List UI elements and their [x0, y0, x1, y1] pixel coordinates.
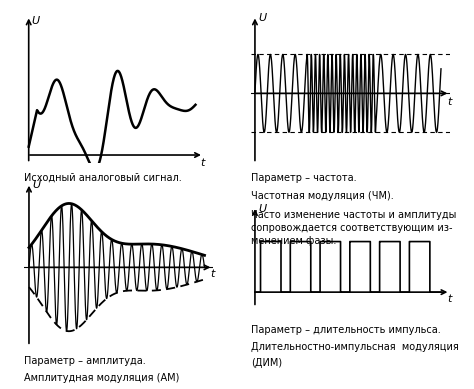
- Text: $U$: $U$: [31, 14, 41, 26]
- Text: $U$: $U$: [258, 11, 268, 23]
- Text: Параметр – амплитуда.: Параметр – амплитуда.: [24, 356, 146, 366]
- Text: $t$: $t$: [447, 292, 453, 304]
- Text: $t$: $t$: [447, 95, 453, 107]
- Text: (ДИМ): (ДИМ): [251, 358, 283, 368]
- Text: $t$: $t$: [210, 267, 217, 279]
- Text: Частотная модуляция (ЧМ).: Частотная модуляция (ЧМ).: [251, 191, 394, 201]
- Text: Длительностно-импульсная  модуляция: Длительностно-импульсная модуляция: [251, 342, 459, 352]
- Text: $t$: $t$: [201, 156, 207, 168]
- Text: Часто изменение частоты и амплитуды
сопровождается соответствующим из-
менением : Часто изменение частоты и амплитуды сопр…: [251, 210, 456, 247]
- Text: Амплитудная модуляция (АМ): Амплитудная модуляция (АМ): [24, 373, 179, 383]
- Text: Исходный аналоговый сигнал.: Исходный аналоговый сигнал.: [24, 173, 182, 183]
- Text: Параметр – длительность импульса.: Параметр – длительность импульса.: [251, 325, 441, 335]
- Text: Параметр – частота.: Параметр – частота.: [251, 173, 357, 183]
- Text: $U$: $U$: [32, 179, 42, 191]
- Text: $U$: $U$: [258, 202, 268, 214]
